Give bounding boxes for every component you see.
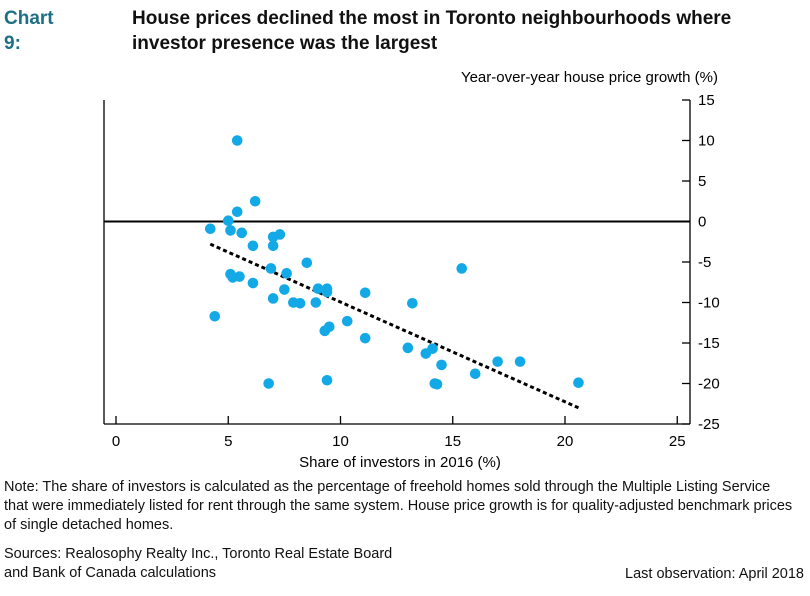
data-point: [247, 240, 259, 252]
data-point: [514, 356, 526, 367]
data-point: [573, 377, 584, 388]
data-point: [247, 277, 259, 289]
data-point: [279, 284, 290, 295]
data-point: [301, 257, 313, 269]
y-tick-label: -5: [698, 254, 711, 271]
y-tick-label: -10: [698, 295, 720, 312]
data-point: [407, 298, 418, 309]
y-tick-label: -15: [698, 335, 720, 352]
data-point: [281, 268, 292, 279]
x-tick-label: 10: [332, 433, 349, 450]
chart-sources: Sources: Realosophy Realty Inc., Toronto…: [4, 545, 392, 583]
x-tick-label: 25: [669, 433, 686, 450]
data-point: [267, 293, 279, 304]
y-axis-label: Year-over-year house price growth (%): [461, 69, 718, 86]
data-point: [456, 263, 468, 274]
sources-line-2: and Bank of Canada calculations: [4, 565, 217, 581]
data-point: [323, 321, 335, 333]
data-point: [312, 283, 324, 295]
data-point: [469, 368, 481, 380]
data-point: [321, 286, 333, 298]
x-tick-label: 5: [224, 433, 232, 450]
data-point: [274, 229, 286, 240]
data-point: [359, 287, 371, 299]
data-point: [402, 342, 414, 354]
y-tick-label: 15: [698, 92, 715, 109]
data-point: [209, 310, 221, 322]
x-axis-label: Share of investors in 2016 (%): [299, 454, 501, 471]
data-point: [204, 223, 216, 235]
y-tick-label: 10: [698, 133, 715, 150]
data-point: [236, 227, 248, 239]
data-point: [249, 195, 261, 207]
last-observation: Last observation: April 2018: [625, 566, 804, 582]
y-tick-label: -25: [698, 416, 720, 433]
data-point: [321, 374, 333, 386]
data-point: [234, 271, 245, 282]
data-point: [359, 332, 371, 344]
data-point: [294, 298, 306, 309]
data-point: [436, 359, 447, 371]
data-point: [231, 135, 243, 146]
data-point: [222, 215, 234, 226]
y-tick-label: 5: [698, 173, 706, 190]
y-tick-label: 0: [698, 214, 706, 231]
x-tick-label: 20: [557, 433, 574, 450]
data-point: [263, 378, 274, 389]
data-point: [310, 297, 322, 308]
data-point: [431, 379, 443, 390]
chart-note: Note: The share of investors is calculat…: [4, 479, 793, 533]
chart-number: Chart 9:: [4, 8, 54, 54]
data-point: [341, 315, 353, 327]
chart-title-text: House prices declined the most in Toront…: [132, 8, 732, 54]
data-point: [267, 240, 279, 252]
y-tick-label: -20: [698, 376, 720, 393]
data-point: [492, 356, 503, 367]
data-point: [427, 343, 438, 354]
x-tick-label: 15: [444, 433, 461, 450]
data-point: [265, 263, 277, 274]
sources-line-1: Sources: Realosophy Realty Inc., Toronto…: [4, 546, 393, 562]
data-point: [225, 225, 236, 236]
data-point: [231, 206, 243, 218]
x-tick-label: 0: [112, 433, 120, 450]
